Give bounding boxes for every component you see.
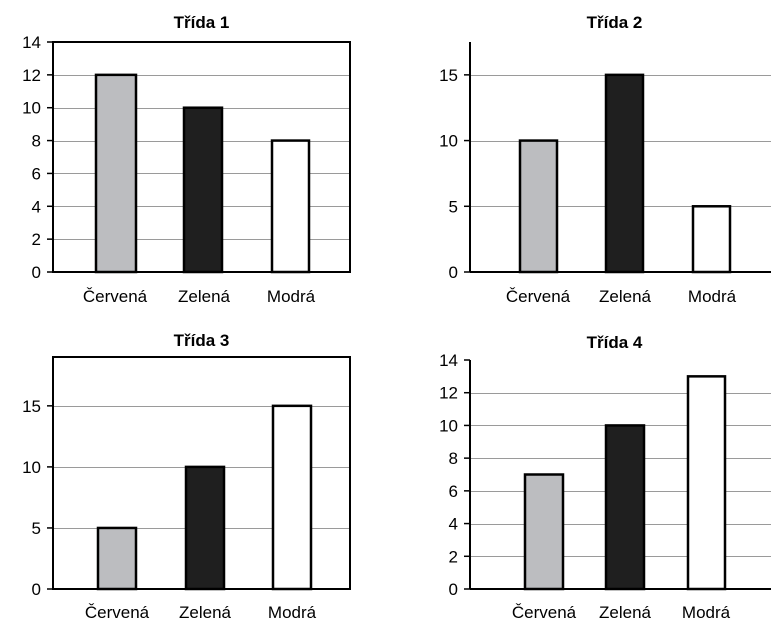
- y-tick-label-4-7: 14: [439, 351, 458, 370]
- chart-title-4: Třída 4: [587, 333, 643, 352]
- category-label-3-1: Zelená: [179, 603, 232, 621]
- bar-4-Modrá: [686, 375, 727, 591]
- y-tick-label-3-1: 5: [32, 519, 41, 538]
- category-label-2-2: Modrá: [688, 287, 737, 306]
- category-label-4-1: Zelená: [599, 603, 652, 621]
- category-label-4-0: Červená: [512, 603, 577, 621]
- bar-4-Zelená: [604, 424, 646, 591]
- y-tick-label-4-3: 6: [449, 482, 458, 501]
- y-tick-label-4-6: 12: [439, 384, 458, 403]
- y-tick-label-4-5: 10: [439, 416, 458, 435]
- chart-title-2: Třída 2: [587, 13, 643, 32]
- chart-panel-3: 0 5 10 15 Červená Zelená Modrá Třída 3: [22, 331, 351, 621]
- bar-2-Modrá: [691, 205, 732, 274]
- bar-4-Červená: [523, 473, 565, 591]
- chart-panel-4: 0 2 4 6 8 10 12 14 Červená Zelená Modrá Třída 4: [439, 333, 771, 621]
- y-tick-label-4-0: 0: [449, 580, 458, 599]
- y-tick-label-2-0: 0: [449, 263, 458, 282]
- bar-3-Červená: [96, 526, 138, 591]
- category-label-1-2: Modrá: [267, 287, 316, 306]
- category-label-3-2: Modrá: [268, 603, 317, 621]
- category-label-2-0: Červená: [506, 287, 571, 306]
- chart-panel-1: 0 2 4 6 8 10 12 14 Červená Zelená Modrá Třída 1: [22, 13, 351, 306]
- y-tick-label-1-3: 6: [32, 164, 41, 183]
- bar-1-Zelená: [182, 106, 224, 274]
- y-tick-label-4-1: 2: [449, 547, 458, 566]
- y-tick-label-4-2: 4: [449, 515, 458, 534]
- chart-title-3: Třída 3: [174, 331, 230, 350]
- category-label-3-0: Červená: [85, 603, 150, 621]
- y-tick-label-1-2: 4: [32, 197, 41, 216]
- y-tick-label-1-0: 0: [32, 263, 41, 282]
- category-label-1-1: Zelená: [178, 287, 231, 306]
- bar-2-Zelená: [604, 73, 645, 274]
- chart-panel-2: 0 5 10 15 Červená Zelená Modrá Třída 2: [439, 13, 771, 306]
- y-tick-label-3-3: 15: [22, 397, 41, 416]
- y-tick-label-3-2: 10: [22, 458, 41, 477]
- y-tick-label-4-4: 8: [449, 449, 458, 468]
- bar-1-Modrá: [270, 139, 311, 274]
- bar-2-Červená: [518, 139, 559, 274]
- y-tick-label-2-1: 5: [449, 197, 458, 216]
- y-tick-label-1-6: 12: [22, 66, 41, 85]
- category-label-2-1: Zelená: [599, 287, 652, 306]
- chart-title-1: Třída 1: [174, 13, 230, 32]
- y-tick-label-1-7: 14: [22, 33, 41, 52]
- bar-1-Červená: [94, 73, 138, 274]
- bar-3-Modrá: [271, 404, 313, 591]
- category-label-4-2: Modrá: [682, 603, 731, 621]
- y-tick-label-1-1: 2: [32, 230, 41, 249]
- y-tick-label-2-2: 10: [439, 132, 458, 151]
- y-tick-label-1-5: 10: [22, 99, 41, 118]
- category-label-1-0: Červená: [83, 287, 148, 306]
- bar-3-Zelená: [184, 465, 226, 591]
- y-tick-label-2-3: 15: [439, 66, 458, 85]
- y-tick-label-1-4: 8: [32, 132, 41, 151]
- y-tick-label-3-0: 0: [32, 580, 41, 599]
